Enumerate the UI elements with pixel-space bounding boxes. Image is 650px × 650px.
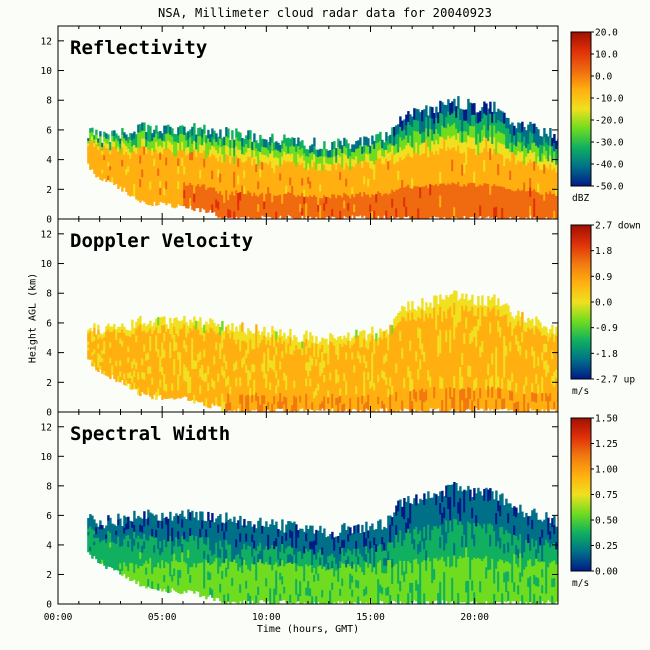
y-tick-label: 8 bbox=[46, 96, 52, 107]
x-tick-label: 20:00 bbox=[460, 612, 489, 623]
y-tick-label: 6 bbox=[46, 318, 52, 329]
spectral-width-colorbar: 1.50 1.25 1.00 0.75 0.50 0.25 0.00 m/s bbox=[570, 414, 618, 589]
y-tick-label: 4 bbox=[46, 348, 52, 359]
y-tick-label: 2 bbox=[46, 570, 52, 581]
spectral-width-panel: 0 2 4 6 8 10 12 00:00 05:00 10:00 15:00 20:00 Spectr… bbox=[41, 411, 618, 623]
y-tick-label: 10 bbox=[41, 259, 53, 270]
colorbar-tick-label: 1.00 bbox=[595, 465, 618, 476]
colorbar-unit: m/s bbox=[572, 386, 589, 397]
colorbar-tick-label: -50.0 bbox=[595, 182, 624, 193]
y-tick-label: 0 bbox=[46, 215, 52, 226]
y-tick-label: 2 bbox=[46, 378, 52, 389]
colorbar-tick-label: 10.0 bbox=[595, 50, 618, 61]
doppler-velocity-cloud-field bbox=[87, 290, 558, 412]
colorbar-tick-label: -10.0 bbox=[595, 94, 624, 105]
colorbar-tick-label: 0.25 bbox=[595, 541, 618, 552]
colorbar-tick-label: -1.8 bbox=[595, 349, 618, 360]
x-tick-label: 10:00 bbox=[252, 612, 281, 623]
x-tick-label: 00:00 bbox=[44, 612, 73, 623]
colorbar-tick-label: 1.50 bbox=[595, 414, 618, 425]
colorbar-tick-label: -2.7 up bbox=[595, 375, 635, 386]
y-tick-label: 10 bbox=[41, 66, 53, 77]
doppler-velocity-panel-title: Doppler Velocity bbox=[70, 230, 253, 252]
colorbar-tick-label: 1.8 bbox=[595, 246, 612, 257]
y-tick-label: 8 bbox=[46, 289, 52, 300]
colorbar-unit: dBZ bbox=[572, 193, 589, 204]
colorbar-unit: m/s bbox=[572, 578, 589, 589]
y-tick-label: 0 bbox=[46, 408, 52, 419]
colorbar-tick-label: 20.0 bbox=[595, 28, 618, 39]
doppler-velocity-colorbar: 2.7 down 1.8 0.9 0.0 -0.9 -1.8 -2.7 up m/s bbox=[570, 221, 641, 397]
colorbar-tick-label: 0.0 bbox=[595, 72, 612, 83]
y-tick-label: 6 bbox=[46, 125, 52, 136]
spectral-width-cloud-field bbox=[87, 482, 558, 604]
reflectivity-panel-title: Reflectivity bbox=[70, 37, 207, 59]
y-tick-label: 2 bbox=[46, 185, 52, 196]
y-tick-label: 12 bbox=[41, 422, 52, 433]
x-tick-label: 05:00 bbox=[148, 612, 177, 623]
colorbar-tick-label: 0.50 bbox=[595, 516, 618, 527]
reflectivity-cloud-field bbox=[87, 96, 558, 219]
reflectivity-panel: 0 2 4 6 8 10 12 Reflectivity 20.0 10.0 0.0 -10.0 -20… bbox=[41, 25, 624, 226]
y-tick-label: 6 bbox=[46, 511, 52, 522]
colorbar-tick-label: 2.7 down bbox=[595, 221, 641, 232]
x-tick-label: 15:00 bbox=[356, 612, 385, 623]
spectral-width-panel-title: Spectral Width bbox=[70, 423, 230, 445]
colorbar-tick-label: 0.9 bbox=[595, 272, 612, 283]
colorbar-tick-label: -30.0 bbox=[595, 138, 624, 149]
y-tick-label: 4 bbox=[46, 540, 52, 551]
y-tick-label: 8 bbox=[46, 481, 52, 492]
figure-title: NSA, Millimeter cloud radar data for 200… bbox=[157, 6, 493, 20]
x-axis-label: Time (hours, GMT) bbox=[256, 624, 360, 635]
y-tick-label: 0 bbox=[46, 600, 52, 611]
doppler-velocity-panel: 0 2 4 6 8 10 12 Doppler Velocity 2.7 down 1.8 0.9 0… bbox=[41, 218, 641, 419]
y-tick-label: 10 bbox=[41, 452, 53, 463]
colorbar-tick-label: -20.0 bbox=[595, 116, 624, 127]
y-tick-label: 12 bbox=[41, 229, 52, 240]
colorbar-tick-label: 0.0 bbox=[595, 298, 612, 309]
colorbar-tick-label: -0.9 bbox=[595, 323, 618, 334]
y-tick-label: 4 bbox=[46, 155, 52, 166]
colorbar-tick-label: 0.75 bbox=[595, 490, 618, 501]
reflectivity-colorbar: 20.0 10.0 0.0 -10.0 -20.0 -30.0 -40.0 -50.0 dBZ bbox=[570, 28, 624, 204]
y-tick-label: 12 bbox=[41, 36, 52, 47]
colorbar-tick-label: 1.25 bbox=[595, 439, 618, 450]
y-axis-label: Height AGL (km) bbox=[27, 272, 39, 364]
colorbar-tick-label: 0.00 bbox=[595, 567, 618, 578]
colorbar-tick-label: -40.0 bbox=[595, 160, 624, 171]
